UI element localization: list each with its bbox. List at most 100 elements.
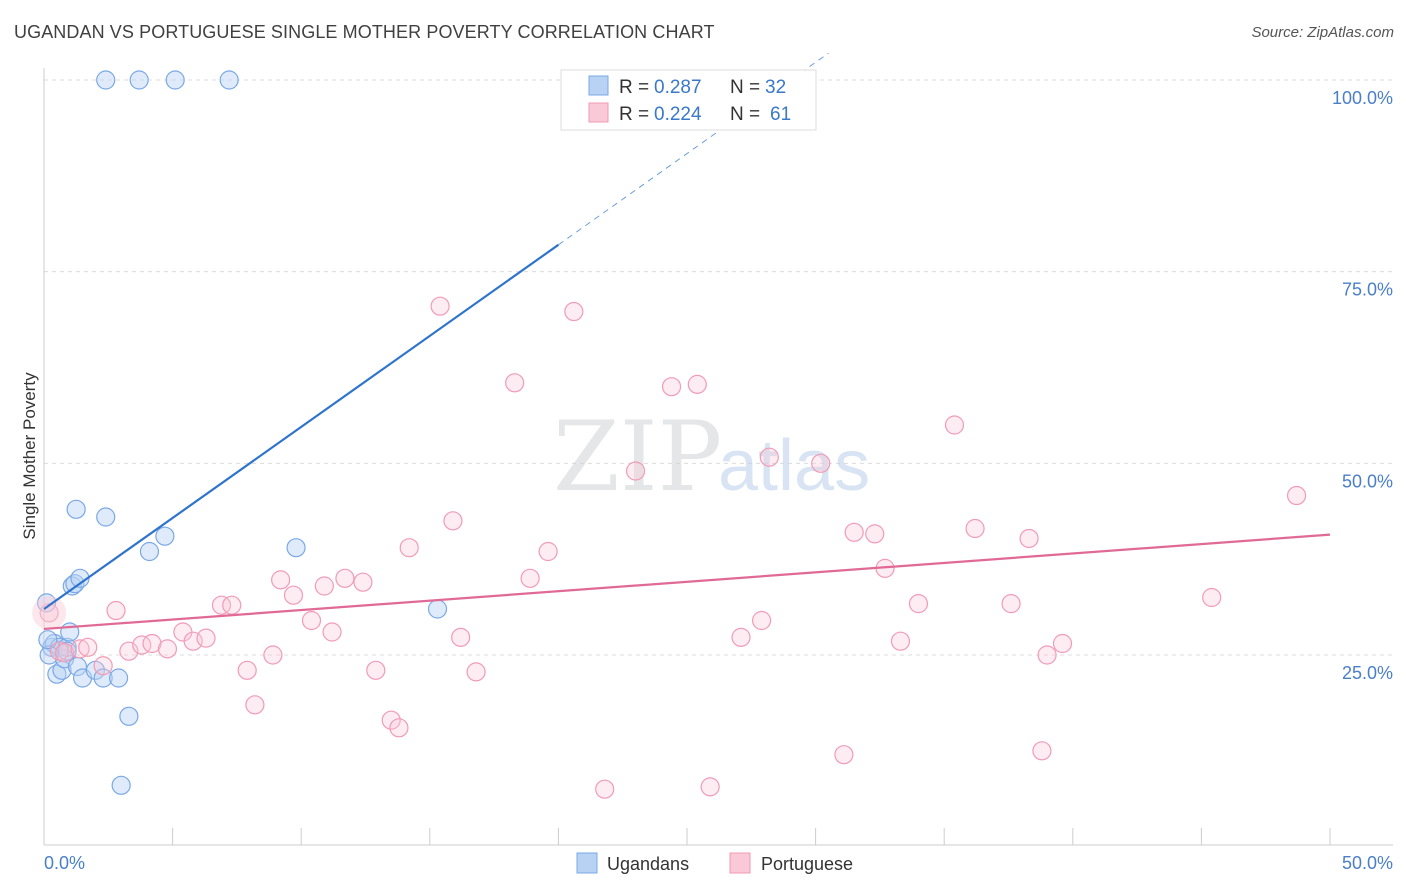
portuguese-point-36 (538, 541, 558, 562)
y-tick-labels: 100.0% 75.0% 50.0% 25.0% (1332, 88, 1393, 683)
portuguese-point-61 (1286, 485, 1307, 506)
portuguese-point-42 (700, 777, 720, 797)
gridlines (44, 79, 1393, 656)
portuguese-point-21 (301, 610, 322, 631)
portuguese-point-26 (366, 660, 386, 680)
ugandan-point-26 (129, 70, 149, 90)
portuguese-point-2 (54, 643, 75, 663)
series-legend: Ugandans Portuguese (576, 852, 853, 874)
portuguese-point-47 (834, 745, 854, 765)
portuguese-point-56 (1019, 528, 1039, 549)
legend-bottom-label-ugandans: Ugandans (607, 854, 689, 874)
ugandan-point-18 (108, 668, 129, 688)
ugandan-point-10 (65, 574, 85, 594)
portuguese-point-3 (70, 639, 90, 659)
portuguese-point-53 (944, 415, 965, 435)
portuguese-point-25 (353, 572, 373, 592)
portuguese-point-43 (731, 627, 751, 647)
portuguese-point-14 (211, 595, 232, 615)
portuguese-point-40 (661, 377, 682, 397)
portuguese-point-28 (389, 718, 409, 738)
ugandan-point-27 (165, 70, 185, 90)
portuguese-point-23 (322, 622, 342, 642)
portuguese-point-39 (625, 461, 646, 481)
portuguese-point-10 (157, 639, 178, 659)
portuguese-point-17 (245, 695, 265, 715)
y-tick-label-100: 100.0% (1332, 88, 1393, 108)
y-axis-label: Single Mother Poverty (20, 372, 39, 540)
portuguese-point-46 (811, 453, 831, 473)
portuguese-point-6 (106, 600, 126, 621)
portuguese-point-15 (222, 595, 242, 615)
portuguese-point-29 (399, 538, 419, 558)
portuguese-point-22 (314, 576, 334, 596)
portuguese-point-large (32, 595, 67, 630)
portuguese-point-59 (1052, 633, 1073, 654)
legend-n-label-2: N = (730, 104, 760, 125)
ugandan-point-9 (62, 576, 82, 596)
legend-swatch-ugandans (588, 75, 609, 96)
ugandan-point-28 (219, 70, 239, 90)
portuguese-point-58 (1037, 645, 1057, 665)
portuguese-point-48 (844, 522, 864, 542)
portuguese-point-18 (263, 645, 283, 665)
portuguese-point-31 (443, 511, 463, 531)
portuguese-point-32 (451, 627, 471, 647)
portuguese-point-4 (93, 656, 113, 676)
ugandan-trend-line (43, 243, 560, 610)
ugandan-point-24 (427, 599, 448, 619)
x-axis-ticks (172, 828, 1331, 845)
legend-n-value-1: 32 (765, 77, 786, 98)
portuguese-point-27 (381, 710, 401, 730)
portuguese-point-38 (595, 779, 615, 799)
y-tick-label-75: 75.0% (1342, 280, 1393, 300)
legend-bottom-swatch-portuguese (729, 852, 751, 874)
portuguese-point-8 (132, 635, 152, 655)
correlation-legend: R = 0.287 N = 32 R = 0.224 N = 61 (560, 69, 817, 131)
portuguese-point-34 (505, 373, 525, 393)
chart-title: UGANDAN VS PORTUGUESE SINGLE MOTHER POVE… (14, 22, 715, 42)
portuguese-point-51 (890, 631, 911, 651)
portuguese-point-16 (237, 660, 257, 680)
ugandan-point-12 (66, 499, 86, 519)
portuguese-point-13 (196, 628, 216, 648)
ugandan-point-21 (139, 541, 160, 562)
legend-r-label-2: R = (619, 104, 649, 125)
portuguese-point-20 (283, 585, 304, 605)
portuguese-point-5 (78, 637, 98, 657)
y-tick-label-25: 25.0% (1342, 663, 1393, 683)
ugandan-point-30 (38, 630, 58, 650)
portuguese-point-35 (520, 568, 540, 588)
portuguese-point-24 (335, 568, 355, 588)
portuguese-point-30 (430, 296, 450, 316)
portuguese-point-45 (759, 447, 779, 467)
x-tick-label-max: 50.0% (1342, 853, 1393, 873)
portuguese-point-33 (466, 662, 486, 682)
portuguese-point-37 (564, 301, 584, 322)
portuguese-point-57 (1032, 741, 1052, 761)
legend-r-value-2: 0.224 (654, 104, 702, 125)
legend-bottom-label-portuguese: Portuguese (761, 854, 853, 874)
portuguese-point-44 (751, 610, 772, 631)
ugandan-point-19 (111, 775, 131, 795)
legend-r-value-1: 0.287 (654, 77, 702, 98)
ugandan-point-22 (155, 526, 175, 546)
ugandan-point-3 (47, 664, 67, 684)
watermark-zip: ZIP (553, 401, 722, 513)
ugandan-point-23 (286, 538, 306, 558)
portuguese-point-41 (687, 374, 707, 394)
legend-bottom-swatch-ugandans (576, 852, 598, 874)
portuguese-point-49 (865, 524, 885, 544)
portuguese-trend-line (43, 533, 1331, 631)
legend-swatch-portuguese (588, 102, 609, 123)
x-tick-label-min: 0.0% (44, 853, 85, 873)
ugandan-point-29 (39, 645, 59, 665)
portuguese-point-54 (965, 518, 985, 539)
source-label: Source: ZipAtlas.com (1251, 24, 1394, 41)
y-tick-label-50: 50.0% (1342, 471, 1393, 491)
portuguese-point-9 (142, 633, 162, 654)
portuguese-point-55 (1001, 594, 1021, 614)
portuguese-point-52 (908, 594, 929, 614)
watermark-atlas: atlas (718, 426, 870, 506)
